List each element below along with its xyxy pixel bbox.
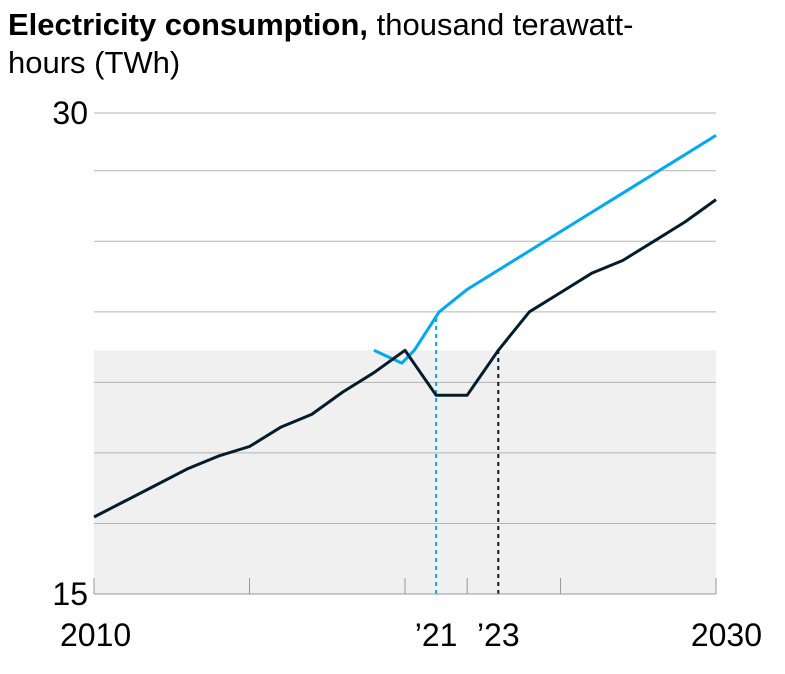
x-tick-label-3: 2030 [691, 617, 762, 653]
chart-title-rest: thousand terawatt-hours (TWh) [8, 7, 634, 80]
series-line-0 [373, 134, 717, 365]
series-line-1 [93, 198, 717, 519]
x-tick-label-1: ’21 [415, 617, 458, 653]
shaded-band [94, 350, 716, 594]
y-tick-label-0: 30 [52, 95, 88, 131]
x-tick-label-0: 2010 [60, 617, 131, 653]
chart-title-bold: Electricity consumption, [8, 7, 369, 42]
chart-title: Electricity consumption, thousand terawa… [8, 6, 708, 82]
x-tick-label-2: ’23 [477, 617, 520, 653]
y-tick-label-1: 15 [52, 576, 88, 612]
